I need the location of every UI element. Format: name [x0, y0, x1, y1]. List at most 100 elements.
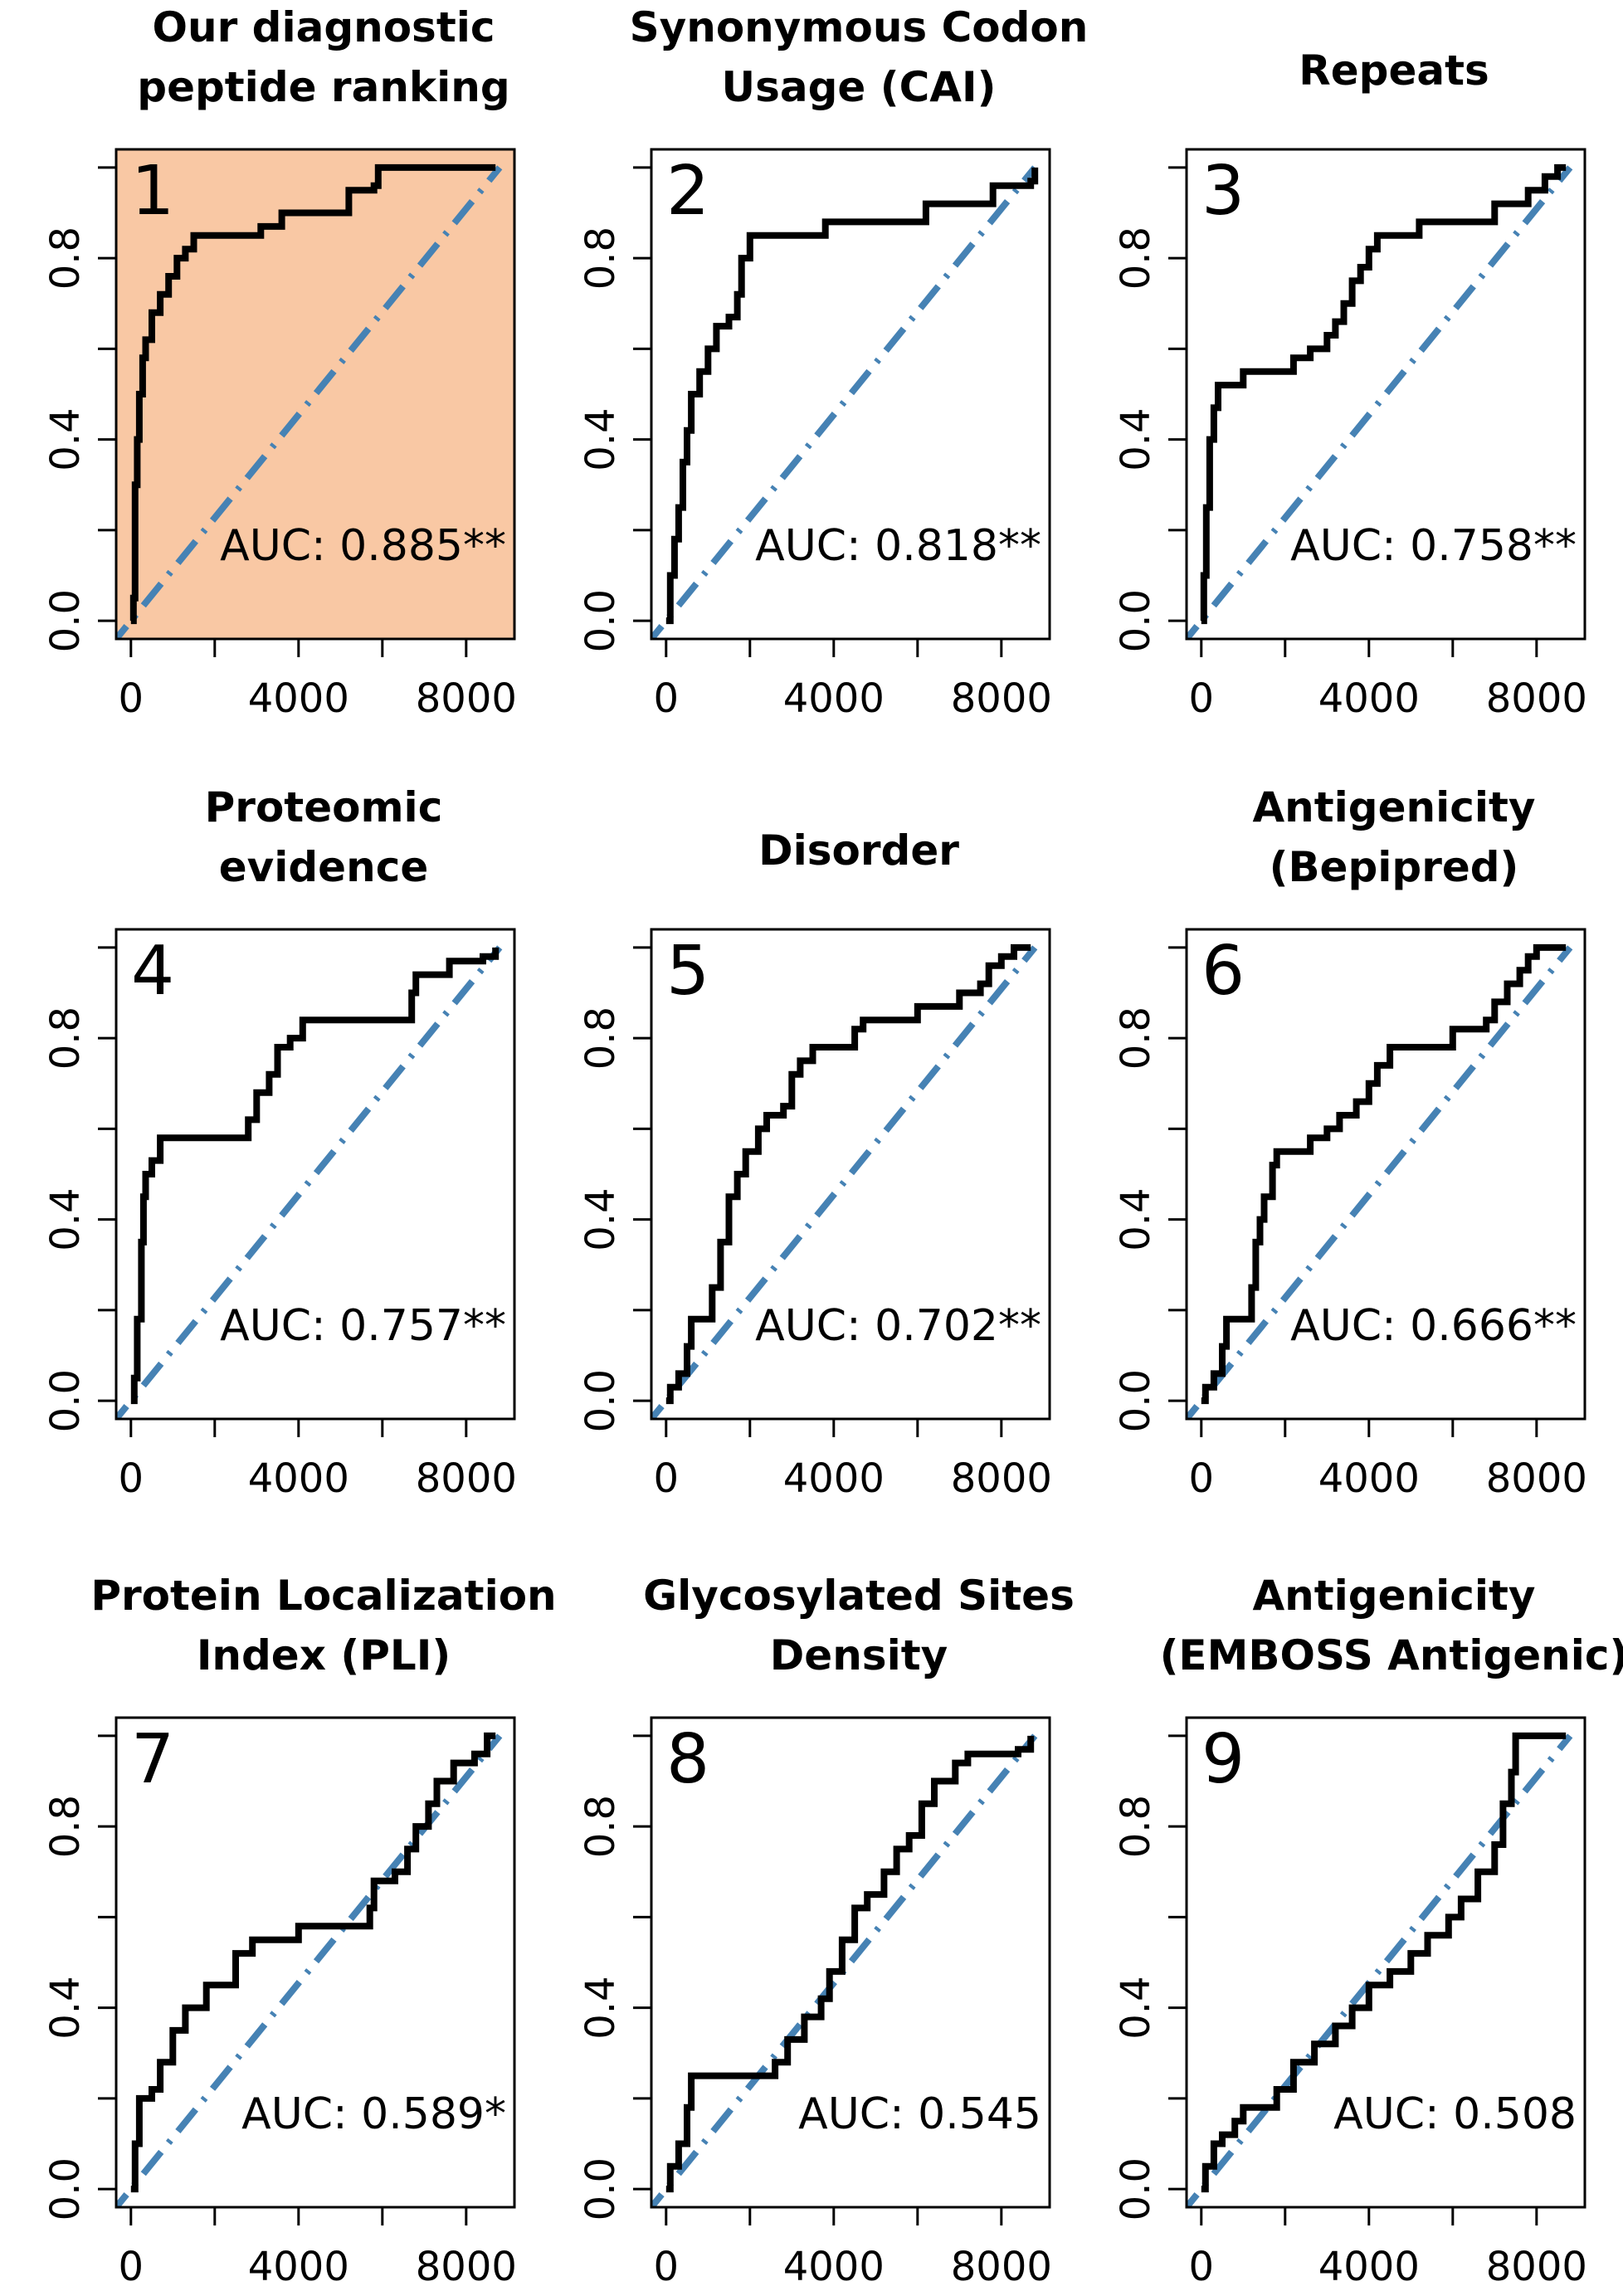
y-tick-label: 0.0	[42, 2157, 89, 2220]
random-classifier-diagonal	[116, 1733, 503, 2207]
roc-panel-1: Our diagnostic peptide ranking 1 AUC: 0.885…	[42, 3, 517, 722]
x-tick-label: 4000	[783, 1455, 885, 1502]
x-tick-label: 0	[119, 2244, 144, 2290]
random-classifier-diagonal	[116, 945, 503, 1419]
panel-title: Our diagnostic	[152, 3, 495, 51]
x-tick-label: 0	[1189, 675, 1215, 722]
y-tick-label: 0.4	[42, 1976, 89, 2039]
auc-label: AUC: 0.666**	[1290, 1301, 1577, 1351]
random-classifier-diagonal	[651, 945, 1038, 1419]
y-tick-label: 0.4	[578, 1976, 624, 2039]
panel-title: Antigenicity	[1252, 1572, 1535, 1620]
x-tick-label: 0	[119, 1455, 144, 1502]
x-tick-label: 4000	[1318, 2244, 1420, 2290]
y-tick-label: 0.0	[42, 1369, 89, 1432]
auc-label: AUC: 0.758**	[1290, 521, 1577, 571]
roc-curve	[129, 163, 496, 625]
panel-title: Repeats	[1299, 46, 1489, 95]
x-tick-label: 0	[1189, 2244, 1215, 2290]
x-tick-label: 0	[654, 1455, 680, 1502]
roc-panel-7: Protein Localization Index (PLI) 7 AUC: 0.5…	[42, 1572, 557, 2290]
panel-title: Antigenicity	[1252, 783, 1535, 831]
x-tick-label: 8000	[1486, 675, 1587, 722]
y-tick-label: 0.0	[1113, 2157, 1159, 2220]
auc-label: AUC: 0.818**	[755, 521, 1041, 571]
random-classifier-diagonal	[651, 165, 1038, 639]
y-tick-label: 0.8	[1113, 1795, 1159, 1858]
auc-label: AUC: 0.545	[798, 2089, 1041, 2139]
y-tick-label: 0.0	[1113, 1369, 1159, 1432]
panel-title: Protein Localization	[90, 1572, 556, 1620]
y-tick-label: 0.4	[1113, 407, 1159, 470]
roc-panel-5: Disorder 5 AUC: 0.702** 0 4000 8000 0.0 0.4 0.8	[578, 826, 1052, 1502]
panel-number: 1	[131, 152, 174, 231]
roc-panel-2: Synonymous Codon Usage (CAI) 2 AUC: 0.818**…	[578, 3, 1088, 722]
random-classifier-diagonal	[116, 165, 503, 639]
x-tick-label: 8000	[951, 2244, 1052, 2290]
roc-curve	[1201, 943, 1567, 1405]
panel-number: 5	[666, 932, 709, 1011]
random-classifier-diagonal	[1187, 945, 1573, 1419]
panel-number: 7	[131, 1720, 174, 1799]
random-classifier-diagonal	[651, 1733, 1038, 2207]
y-tick-label: 0.4	[578, 407, 624, 470]
panel-number: 8	[666, 1720, 709, 1799]
y-tick-label: 0.0	[578, 2157, 624, 2220]
roc-curve	[665, 167, 1039, 625]
panel-number: 3	[1201, 152, 1245, 231]
y-tick-label: 0.8	[42, 227, 89, 290]
panel-title: evidence	[219, 843, 429, 891]
panel-title: (Bepipred)	[1270, 843, 1519, 891]
y-tick-label: 0.0	[578, 589, 624, 652]
x-tick-label: 0	[119, 675, 144, 722]
x-tick-label: 4000	[248, 675, 349, 722]
x-tick-label: 4000	[1318, 675, 1420, 722]
roc-panel-9: Antigenicity (EMBOSS Antigenic) 9 AUC: 0.50…	[1113, 1572, 1623, 2290]
x-tick-label: 8000	[951, 1455, 1052, 1502]
panel-number: 4	[131, 932, 174, 1011]
y-tick-label: 0.4	[1113, 1187, 1159, 1250]
x-tick-label: 0	[654, 675, 680, 722]
y-tick-label: 0.0	[578, 1369, 624, 1432]
roc-panel-8: Glycosylated Sites Density 8 AUC: 0.545 0 400…	[578, 1572, 1075, 2290]
random-classifier-diagonal	[1187, 165, 1573, 639]
panel-title: Usage (CAI)	[722, 63, 997, 111]
x-tick-label: 8000	[951, 675, 1052, 722]
x-tick-label: 8000	[416, 1455, 517, 1502]
roc-panel-3: Repeats 3 AUC: 0.758** 0 4000 8000 0.0 0.4 0.8	[1113, 46, 1587, 722]
auc-label: AUC: 0.702**	[755, 1301, 1041, 1351]
roc-curve	[665, 1735, 1035, 2193]
panel-number: 2	[666, 152, 709, 231]
x-tick-label: 0	[654, 2244, 680, 2290]
x-tick-label: 4000	[248, 2244, 349, 2290]
x-tick-label: 8000	[1486, 1455, 1587, 1502]
y-tick-label: 0.8	[1113, 227, 1159, 290]
x-tick-label: 0	[1189, 1455, 1215, 1502]
roc-curve	[1200, 163, 1567, 625]
roc-curve	[130, 947, 500, 1405]
x-tick-label: 8000	[416, 2244, 517, 2290]
auc-label: AUC: 0.508	[1333, 2089, 1577, 2139]
panel-title: Density	[770, 1631, 948, 1679]
y-tick-label: 0.4	[42, 1187, 89, 1250]
x-tick-label: 8000	[1486, 2244, 1587, 2290]
y-tick-label: 0.8	[578, 1795, 624, 1858]
auc-label: AUC: 0.589*	[241, 2089, 506, 2139]
panel-title: Synonymous Codon	[630, 3, 1089, 51]
x-tick-label: 4000	[248, 1455, 349, 1502]
roc-curve	[1201, 1732, 1567, 2193]
y-tick-label: 0.4	[578, 1187, 624, 1250]
panel-number: 6	[1201, 932, 1245, 1011]
x-tick-label: 4000	[1318, 1455, 1420, 1502]
roc-curve	[130, 1732, 496, 2193]
panel-title: Proteomic	[205, 783, 443, 831]
y-tick-label: 0.8	[42, 1007, 89, 1070]
y-tick-label: 0.0	[1113, 589, 1159, 652]
panel-title: Disorder	[758, 826, 959, 875]
panel-title: Index (PLI)	[197, 1631, 451, 1679]
y-tick-label: 0.8	[578, 1007, 624, 1070]
x-tick-label: 4000	[783, 675, 885, 722]
y-tick-label: 0.8	[42, 1795, 89, 1858]
